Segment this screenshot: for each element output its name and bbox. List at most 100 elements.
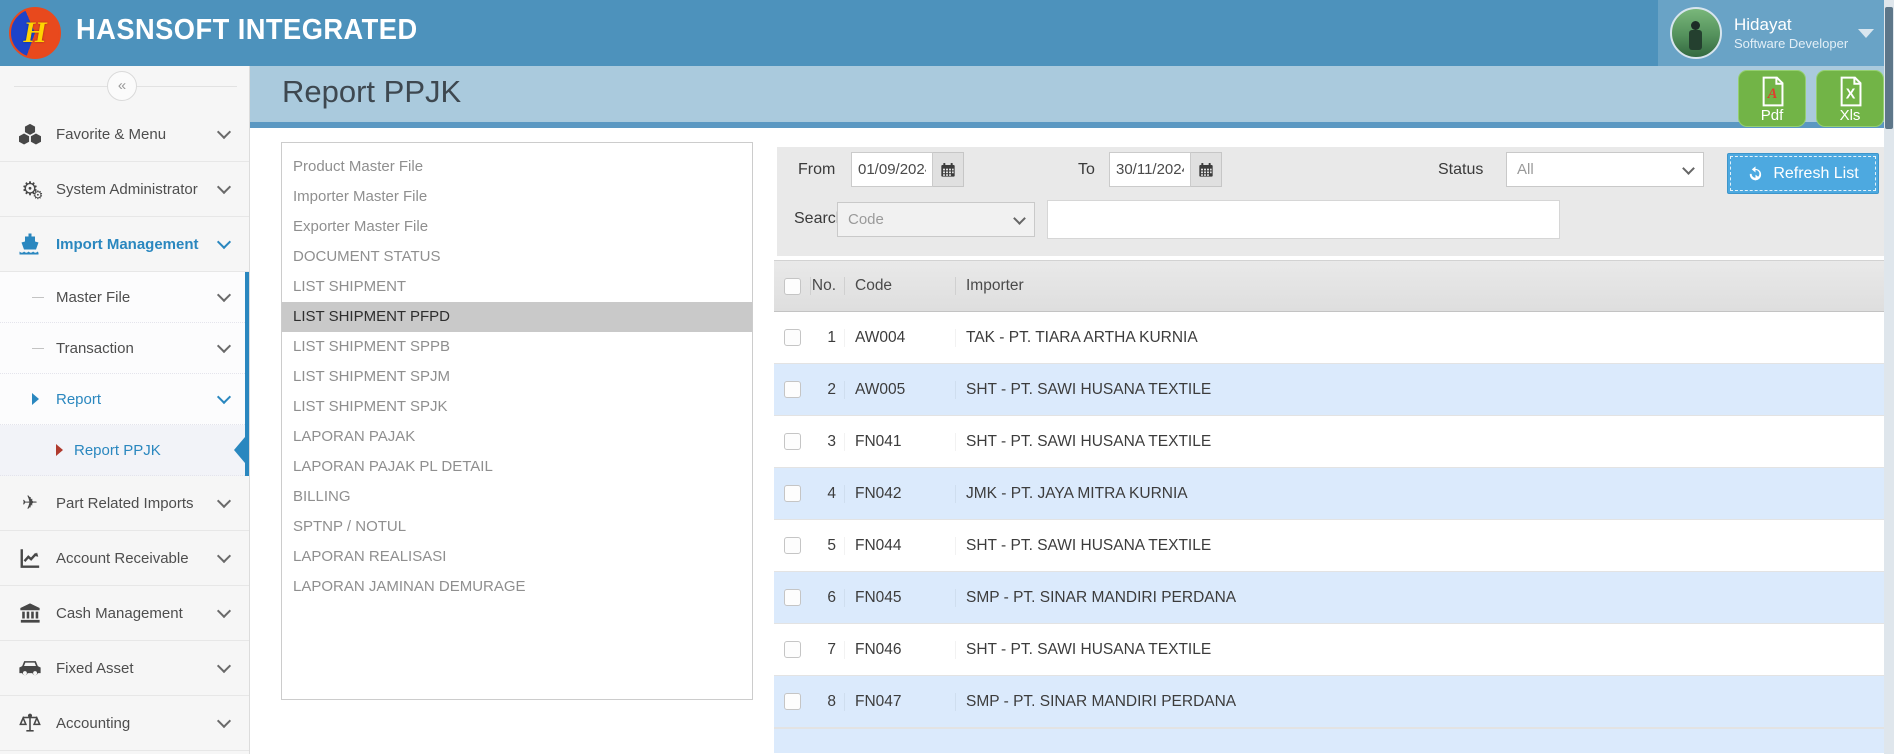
chevron-down-icon bbox=[216, 548, 232, 564]
table-row-partial bbox=[774, 728, 1884, 753]
from-calendar-button[interactable] bbox=[933, 152, 964, 187]
row-checkbox[interactable] bbox=[783, 433, 801, 450]
sidebar-item-favorite-menu[interactable]: Favorite & Menu bbox=[0, 107, 249, 162]
table-row[interactable]: 3 FN041 SHT - PT. SAWI HUSANA TEXTILE bbox=[774, 416, 1884, 468]
svg-text:X: X bbox=[1845, 87, 1855, 103]
sidebar-item-accounting[interactable]: Accounting bbox=[0, 696, 249, 751]
list-item[interactable]: Exporter Master File bbox=[293, 218, 429, 235]
submenu-item-report[interactable]: Report bbox=[0, 374, 245, 425]
table-row[interactable]: 8 FN047 SMP - PT. SINAR MANDIRI PERDANA bbox=[774, 676, 1884, 728]
list-item[interactable]: LIST SHIPMENT SPPB bbox=[293, 338, 450, 355]
chevron-down-icon bbox=[216, 179, 232, 195]
row-checkbox[interactable] bbox=[783, 693, 801, 710]
from-date-input[interactable] bbox=[851, 152, 933, 187]
header-importer: Importer bbox=[955, 277, 1884, 295]
refresh-list-button[interactable]: Refresh List bbox=[1727, 153, 1879, 194]
chevron-down-icon bbox=[216, 603, 232, 619]
caret-right-icon bbox=[56, 444, 63, 456]
svg-text:A: A bbox=[1766, 86, 1777, 102]
cell-no: 2 bbox=[827, 380, 836, 398]
active-item-marker bbox=[234, 437, 245, 463]
cell-no: 1 bbox=[827, 328, 836, 346]
search-field-select[interactable]: Code bbox=[837, 202, 1035, 237]
table-row[interactable]: 4 FN042 JMK - PT. JAYA MITRA KURNIA bbox=[774, 468, 1884, 520]
row-checkbox[interactable] bbox=[783, 537, 801, 554]
list-item[interactable]: BILLING bbox=[293, 488, 351, 505]
vertical-scrollbar[interactable] bbox=[1884, 0, 1894, 754]
export-pdf-button[interactable]: A Pdf bbox=[1738, 70, 1806, 127]
avatar bbox=[1670, 7, 1722, 59]
row-checkbox[interactable] bbox=[783, 641, 801, 658]
list-item[interactable]: DOCUMENT STATUS bbox=[293, 248, 441, 265]
cell-code: AW004 bbox=[844, 328, 955, 347]
cell-importer: SMP - PT. SINAR MANDIRI PERDANA bbox=[955, 692, 1884, 711]
sidebar-item-part-related-imports[interactable]: ✈ Part Related Imports bbox=[0, 476, 249, 531]
header-no: No. bbox=[810, 277, 844, 295]
chevron-down-icon bbox=[216, 234, 232, 250]
row-checkbox[interactable] bbox=[783, 485, 801, 502]
chevron-down-icon bbox=[216, 124, 232, 140]
sidebar-item-account-receivable[interactable]: Account Receivable bbox=[0, 531, 249, 586]
brand-title: HASNSOFT INTEGRATED bbox=[76, 14, 418, 46]
cell-importer: SHT - PT. SAWI HUSANA TEXTILE bbox=[955, 640, 1884, 659]
cell-importer: SHT - PT. SAWI HUSANA TEXTILE bbox=[955, 536, 1884, 555]
list-item[interactable]: Importer Master File bbox=[293, 188, 428, 205]
table-row[interactable]: 6 FN045 SMP - PT. SINAR MANDIRI PERDANA bbox=[774, 572, 1884, 624]
sidebar-item-label: System Administrator bbox=[56, 180, 198, 198]
page-title: Report PPJK bbox=[282, 74, 462, 109]
list-item[interactable]: LAPORAN PAJAK bbox=[293, 428, 416, 445]
sidebar-item-import-management[interactable]: Import Management bbox=[0, 217, 249, 272]
sidebar-item-cash-management[interactable]: Cash Management bbox=[0, 586, 249, 641]
cell-importer: SHT - PT. SAWI HUSANA TEXTILE bbox=[955, 380, 1884, 399]
row-checkbox[interactable] bbox=[783, 381, 801, 398]
to-calendar-button[interactable] bbox=[1191, 152, 1222, 187]
table-row[interactable]: 7 FN046 SHT - PT. SAWI HUSANA TEXTILE bbox=[774, 624, 1884, 676]
table-row[interactable]: 2 AW005 SHT - PT. SAWI HUSANA TEXTILE bbox=[774, 364, 1884, 416]
scrollbar-thumb[interactable] bbox=[1885, 7, 1893, 129]
cell-code: FN047 bbox=[844, 692, 955, 711]
submenu-item-transaction[interactable]: Transaction bbox=[0, 323, 245, 374]
chevron-down-icon bbox=[216, 338, 232, 354]
select-all-checkbox[interactable] bbox=[783, 277, 801, 295]
row-checkbox[interactable] bbox=[783, 589, 801, 606]
export-xls-button[interactable]: X Xls bbox=[1816, 70, 1884, 127]
submenu-item-report-ppjk[interactable]: Report PPJK bbox=[0, 425, 245, 476]
sidebar-item-label: Account Receivable bbox=[56, 549, 189, 567]
list-item[interactable]: LAPORAN JAMINAN DEMURAGE bbox=[293, 578, 526, 595]
list-item[interactable]: LAPORAN PAJAK PL DETAIL bbox=[293, 458, 493, 475]
chevron-down-icon bbox=[216, 713, 232, 729]
to-date-input[interactable] bbox=[1109, 152, 1191, 187]
sidebar-item-fixed-asset[interactable]: Fixed Asset bbox=[0, 641, 249, 696]
sidebar-collapse-button[interactable]: « bbox=[107, 71, 137, 101]
list-item[interactable]: LAPORAN REALISASI bbox=[293, 548, 447, 565]
list-item[interactable]: SPTNP / NOTUL bbox=[293, 518, 407, 535]
sidebar-item-system-administrator[interactable]: ⚙ ⚙ System Administrator bbox=[0, 162, 249, 217]
status-select[interactable]: All bbox=[1506, 152, 1704, 187]
search-input[interactable] bbox=[1047, 200, 1560, 239]
cell-code: FN046 bbox=[844, 640, 955, 659]
calendar-icon bbox=[941, 162, 955, 177]
user-menu[interactable]: Hidayat Software Developer bbox=[1658, 0, 1884, 66]
table-row[interactable]: 1 AW004 TAK - PT. TIARA ARTHA KURNIA bbox=[774, 312, 1884, 364]
list-item[interactable]: LIST SHIPMENT SPJM bbox=[293, 368, 450, 385]
bank-icon bbox=[14, 602, 46, 624]
table-row[interactable]: 5 FN044 SHT - PT. SAWI HUSANA TEXTILE bbox=[774, 520, 1884, 572]
filter-panel: From To Status All Refresh List Search C… bbox=[777, 147, 1884, 256]
report-type-list: Product Master File Importer Master File… bbox=[281, 142, 753, 700]
submenu-item-master-file[interactable]: Master File bbox=[0, 272, 245, 323]
table-header-row: No. Code Importer bbox=[774, 260, 1884, 312]
status-selected-value: All bbox=[1517, 161, 1534, 178]
cell-code: AW005 bbox=[844, 380, 955, 399]
submenu-item-label: Report bbox=[56, 390, 102, 408]
cell-importer: TAK - PT. TIARA ARTHA KURNIA bbox=[955, 328, 1884, 347]
row-checkbox[interactable] bbox=[783, 329, 801, 346]
list-item[interactable]: Product Master File bbox=[293, 158, 424, 175]
sidebar-item-label: Import Management bbox=[56, 235, 199, 253]
caret-right-icon bbox=[32, 393, 39, 405]
list-item-selected[interactable]: LIST SHIPMENT PFPD bbox=[282, 302, 752, 332]
list-item[interactable]: LIST SHIPMENT SPJK bbox=[293, 398, 448, 415]
list-item[interactable]: LIST SHIPMENT bbox=[293, 278, 407, 295]
submenu-item-label: Report PPJK bbox=[74, 441, 161, 459]
tree-dash-icon bbox=[32, 297, 44, 298]
